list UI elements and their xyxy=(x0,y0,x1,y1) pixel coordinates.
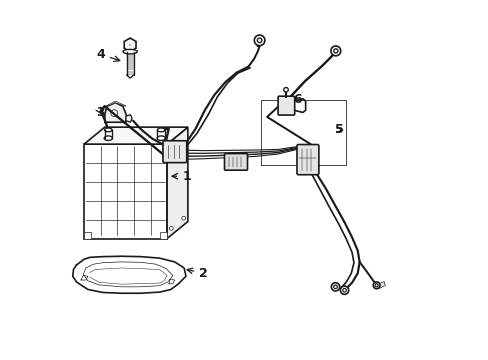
Ellipse shape xyxy=(122,49,137,54)
Circle shape xyxy=(374,284,377,287)
FancyBboxPatch shape xyxy=(296,144,318,175)
Polygon shape xyxy=(124,38,136,51)
Polygon shape xyxy=(84,232,91,239)
Polygon shape xyxy=(84,144,167,239)
Polygon shape xyxy=(84,127,187,144)
Circle shape xyxy=(342,288,346,292)
Polygon shape xyxy=(104,130,112,138)
Ellipse shape xyxy=(157,136,165,140)
FancyBboxPatch shape xyxy=(224,154,247,170)
Polygon shape xyxy=(378,282,385,288)
Polygon shape xyxy=(104,103,126,122)
Text: 4: 4 xyxy=(96,48,120,62)
Text: 3: 3 xyxy=(96,105,104,118)
FancyBboxPatch shape xyxy=(163,141,186,163)
Circle shape xyxy=(182,216,185,220)
Circle shape xyxy=(331,283,339,291)
Ellipse shape xyxy=(104,136,112,140)
Ellipse shape xyxy=(157,128,164,132)
Polygon shape xyxy=(126,115,132,122)
Polygon shape xyxy=(167,127,187,239)
Polygon shape xyxy=(157,130,164,138)
Text: 6: 6 xyxy=(282,93,302,106)
Text: 5: 5 xyxy=(334,123,343,136)
Circle shape xyxy=(333,49,337,53)
Circle shape xyxy=(111,110,118,117)
Ellipse shape xyxy=(104,128,112,132)
Text: 1: 1 xyxy=(172,170,191,183)
Circle shape xyxy=(333,285,337,289)
Text: 2: 2 xyxy=(187,267,207,280)
Polygon shape xyxy=(106,101,125,107)
Circle shape xyxy=(330,46,340,56)
Circle shape xyxy=(254,35,264,46)
Circle shape xyxy=(340,286,348,294)
Circle shape xyxy=(283,87,288,92)
Polygon shape xyxy=(160,232,167,239)
Circle shape xyxy=(169,226,173,230)
Circle shape xyxy=(372,282,379,289)
Circle shape xyxy=(257,38,262,42)
FancyBboxPatch shape xyxy=(278,96,294,115)
